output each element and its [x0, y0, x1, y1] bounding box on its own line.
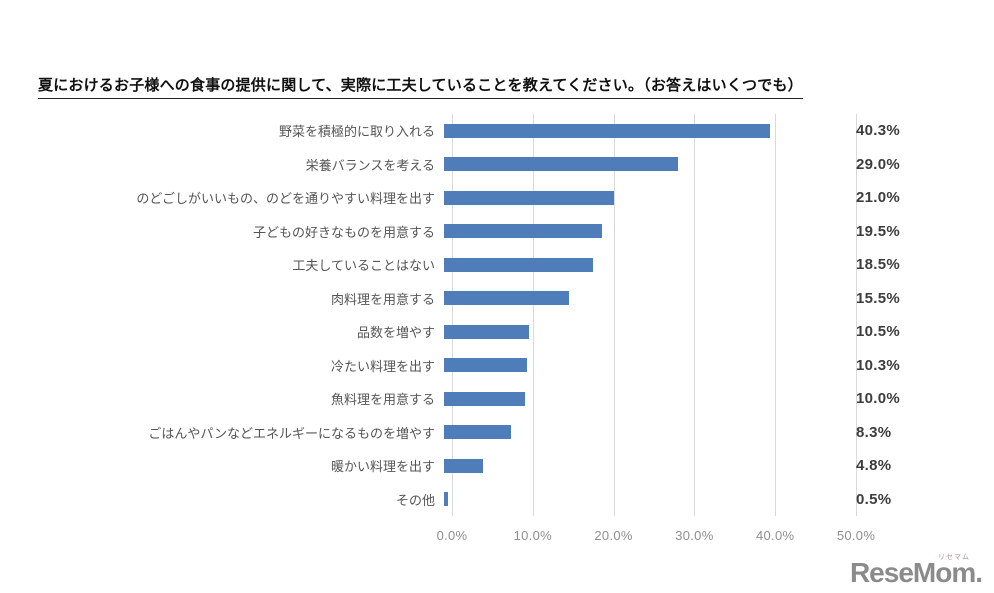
chart-row: のどごしがいいもの、のどを通りやすい料理を出す 21.0%	[0, 181, 994, 215]
bar	[444, 425, 512, 440]
bar-track	[444, 315, 848, 349]
x-tick-label: 20.0%	[594, 528, 633, 543]
bar	[444, 123, 770, 138]
logo-furigana: リセマム	[938, 554, 970, 561]
chart-row: 冷たい料理を出す 10.3%	[0, 349, 994, 383]
value-label: 15.5%	[856, 289, 901, 307]
bar-track	[444, 416, 848, 450]
category-label: 野菜を積極的に取り入れる	[278, 124, 435, 140]
category-label: 暖かい料理を出す	[330, 459, 435, 475]
value-label: 10.0%	[856, 390, 901, 408]
x-tick-label: 50.0%	[836, 528, 876, 543]
category-label: 子どもの好きなものを用意する	[252, 224, 435, 240]
bar-track	[444, 248, 848, 282]
x-tick-label: 0.0%	[436, 528, 468, 543]
bar	[444, 458, 483, 473]
value-label: 8.3%	[856, 423, 892, 441]
gridline	[694, 114, 696, 516]
value-label: 40.3%	[856, 122, 901, 140]
bar-track	[444, 483, 848, 517]
bar-track	[444, 449, 848, 483]
bar-track	[444, 114, 848, 148]
gridline	[775, 114, 777, 516]
chart-row: 栄養バランスを考える 29.0%	[0, 148, 994, 182]
chart-row: 肉料理を用意する 15.5%	[0, 282, 994, 316]
chart-row: 暖かい料理を出す 4.8%	[0, 449, 994, 483]
gridline	[452, 114, 453, 516]
bar-track	[444, 215, 848, 249]
chart-rows: 野菜を積極的に取り入れる 40.3% 栄養バランスを考える 29.0% のどごしがいいも…	[0, 114, 994, 516]
gridline	[613, 114, 615, 516]
category-label: その他	[395, 492, 435, 508]
chart-row: ごはんやパンなどエネルギーになるものを増やす 8.3%	[0, 416, 994, 450]
category-label: 栄養バランスを考える	[305, 157, 435, 173]
value-label: 10.5%	[856, 323, 901, 341]
chart-row: 品数を増やす 10.5%	[0, 315, 994, 349]
logo-text: ReseMom.	[849, 557, 983, 588]
bar	[444, 391, 525, 406]
value-label: 18.5%	[856, 256, 901, 274]
bar	[444, 224, 602, 239]
bar	[444, 157, 679, 172]
bar-track	[444, 382, 848, 416]
gridline	[856, 114, 857, 516]
category-label: 冷たい料理を出す	[330, 358, 435, 374]
category-label: ごはんやパンなどエネルギーになるものを増やす	[148, 425, 435, 441]
category-label: 肉料理を用意する	[330, 291, 435, 307]
gridline	[532, 114, 534, 516]
bar	[444, 324, 529, 339]
x-tick-label: 10.0%	[513, 528, 552, 543]
x-tick-label: 40.0%	[756, 528, 795, 543]
chart-row: 野菜を積極的に取り入れる 40.3%	[0, 114, 994, 148]
bar	[444, 492, 449, 507]
resemom-logo: リセマム ReseMom.	[849, 554, 983, 588]
bar	[444, 190, 614, 205]
value-label: 4.8%	[856, 457, 892, 475]
bar	[444, 358, 528, 373]
bar-track	[444, 282, 848, 316]
value-label: 10.3%	[856, 356, 901, 374]
chart-row: 魚料理を用意する 10.0%	[0, 382, 994, 416]
category-label: 品数を増やす	[356, 325, 435, 341]
chart-title: 夏におけるお子様への食事の提供に関して、実際に工夫していることを教えてください。…	[38, 74, 803, 99]
value-label: 19.5%	[856, 222, 901, 240]
bar-track	[444, 181, 848, 215]
bar-track	[444, 148, 848, 182]
category-label: 魚料理を用意する	[330, 392, 435, 408]
bar-track	[444, 349, 848, 383]
x-axis: 0.0% 10.0% 20.0% 30.0% 40.0% 50.0%	[437, 528, 875, 548]
category-label: のどごしがいいもの、のどを通りやすい料理を出す	[136, 191, 435, 207]
bar	[444, 291, 570, 306]
bar	[444, 257, 594, 272]
x-tick-label: 30.0%	[675, 528, 714, 543]
chart-row: その他 0.5%	[0, 483, 994, 517]
gridlines	[452, 114, 857, 516]
value-label: 21.0%	[856, 189, 901, 207]
chart-row: 工夫していることはない 18.5%	[0, 248, 994, 282]
category-label: 工夫していることはない	[292, 258, 435, 274]
chart-row: 子どもの好きなものを用意する 19.5%	[0, 215, 994, 249]
value-label: 29.0%	[856, 155, 901, 173]
value-label: 0.5%	[856, 490, 892, 508]
